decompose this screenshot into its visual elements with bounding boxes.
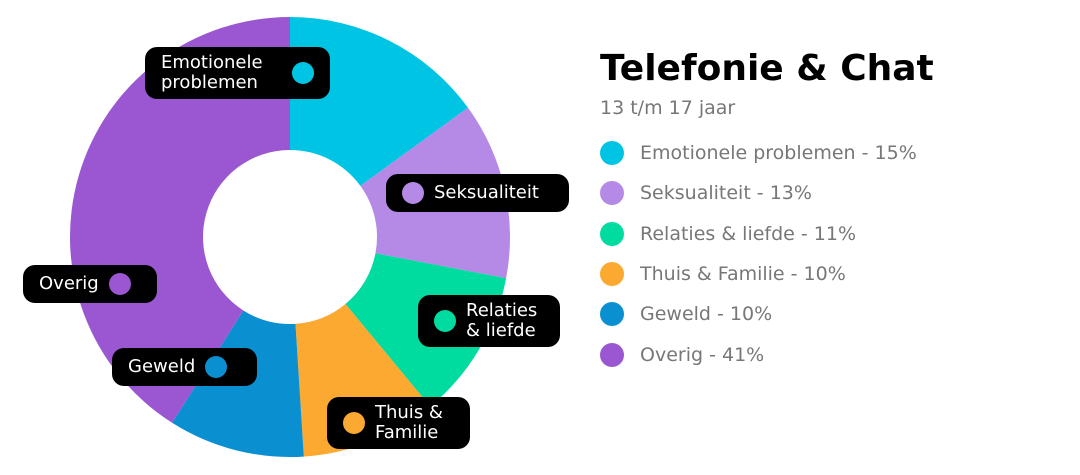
callout-dot <box>108 273 131 295</box>
legend-item: Emotionele problemen - 15% <box>600 141 917 165</box>
legend-text: Seksualiteit - 13% <box>640 182 812 204</box>
callout-dot <box>205 356 228 378</box>
legend-dot <box>600 181 624 205</box>
legend-item: Thuis & Familie - 10% <box>600 262 846 286</box>
legend-dot <box>600 302 624 326</box>
callout-text: Overig <box>39 273 99 294</box>
callout-label: Geweld <box>112 348 257 386</box>
callout-label: Overig <box>23 265 157 303</box>
legend-item: Seksualiteit - 13% <box>600 181 812 205</box>
chart-subtitle: 13 t/m 17 jaar <box>600 97 736 119</box>
legend-dot <box>600 262 624 286</box>
donut-slice <box>70 17 291 423</box>
chart-title: Telefonie & Chat <box>600 48 934 89</box>
callout-label: Emotionele problemen <box>145 47 330 99</box>
donut-slice <box>290 17 468 186</box>
callout-dot <box>434 310 456 332</box>
legend-item: Relaties & liefde - 11% <box>600 222 856 246</box>
callout-label: Seksualiteit <box>386 174 569 212</box>
callout-dot <box>343 412 365 434</box>
callout-dot <box>292 62 314 84</box>
callout-text: Thuis & Familie <box>375 402 443 443</box>
legend-text: Geweld - 10% <box>640 303 773 325</box>
callout-text: Seksualiteit <box>434 182 539 203</box>
callout-text: Emotionele problemen <box>161 52 263 93</box>
callout-label: Thuis & Familie <box>327 397 470 449</box>
legend-dot <box>600 222 624 246</box>
legend-text: Thuis & Familie - 10% <box>640 263 846 285</box>
callout-dot <box>402 182 424 204</box>
legend-item: Geweld - 10% <box>600 302 772 326</box>
callout-text: Geweld <box>128 356 196 377</box>
legend-dot <box>600 141 624 165</box>
callout-label: Relaties & liefde <box>418 295 560 347</box>
legend-text: Emotionele problemen - 15% <box>640 142 917 164</box>
legend-dot <box>600 343 624 367</box>
callout-text: Relaties & liefde <box>466 300 538 341</box>
legend-text: Overig - 41% <box>640 344 765 366</box>
legend-text: Relaties & liefde - 11% <box>640 223 857 245</box>
legend-item: Overig - 41% <box>600 343 764 367</box>
